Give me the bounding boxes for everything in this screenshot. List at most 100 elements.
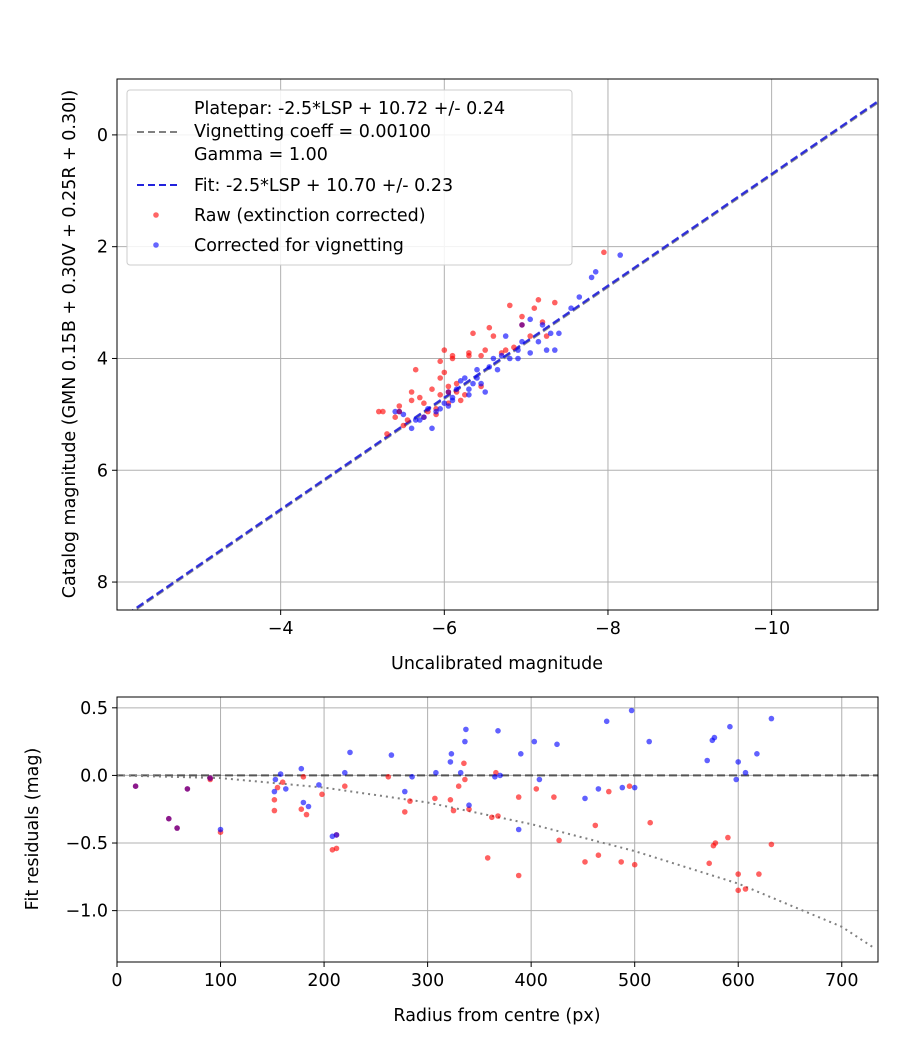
corrected-point	[462, 738, 468, 745]
corrected-point	[437, 406, 444, 412]
bottom-x-axis-label: Radius from centre (px)	[393, 1006, 600, 1026]
corrected-point	[449, 394, 456, 401]
raw-point	[300, 774, 307, 780]
corrected-point	[531, 738, 538, 745]
raw-point	[437, 392, 444, 398]
legend-corrected-label: Corrected for vignetting	[194, 236, 404, 256]
raw-point	[385, 774, 392, 780]
raw-point	[447, 797, 454, 803]
raw-point	[507, 302, 513, 309]
raw-point	[478, 352, 484, 359]
x-tick-label: 0	[111, 971, 122, 991]
raw-point	[535, 297, 542, 303]
corrected-point	[592, 269, 599, 275]
legend-raw-marker	[153, 212, 159, 218]
corrected-point	[457, 769, 464, 776]
corrected-point	[272, 776, 279, 783]
raw-point	[735, 887, 741, 894]
raw-point	[271, 807, 278, 814]
raw-point	[457, 397, 464, 404]
raw-point	[595, 852, 602, 858]
y-tick-label: 8	[97, 573, 108, 593]
raw-point	[404, 417, 411, 423]
raw-point	[417, 394, 423, 401]
corrected-point	[595, 786, 602, 792]
corrected-point	[347, 749, 353, 756]
corrected-point	[342, 769, 348, 776]
raw-point	[556, 837, 562, 844]
corrected-point	[433, 408, 439, 415]
corrected-point	[735, 759, 741, 765]
raw-point	[482, 347, 489, 353]
corrected-point	[536, 776, 543, 783]
corrected-point	[316, 782, 322, 788]
bottom-grid	[116, 697, 878, 962]
corrected-point	[515, 347, 521, 353]
raw-point	[441, 347, 448, 353]
top-plot-frame	[116, 78, 879, 611]
raw-point	[531, 305, 538, 312]
corrected-point	[519, 338, 525, 345]
raw-point	[408, 389, 415, 395]
raw-point	[519, 313, 525, 320]
x-tick-label: 700	[825, 971, 858, 991]
corrected-point	[727, 723, 733, 730]
corrected-point	[457, 378, 464, 384]
corrected-point	[742, 769, 749, 776]
corrected-point	[474, 366, 480, 373]
corrected-point	[502, 333, 509, 339]
raw-point	[735, 871, 741, 877]
corrected-point	[518, 751, 524, 757]
corrected-point	[333, 832, 340, 838]
corrected-point	[447, 759, 454, 765]
raw-point	[631, 861, 638, 868]
overlap-point	[184, 786, 191, 792]
corrected-point	[388, 752, 395, 758]
raw-point	[271, 797, 278, 803]
top-legend: Platepar: -2.5*LSP + 10.72 +/- 0.24 Vign…	[126, 89, 573, 266]
raw-point	[392, 414, 399, 421]
x-tick-label: 100	[204, 971, 237, 991]
corrected-point	[495, 728, 501, 734]
vignetting-curve	[117, 774, 874, 948]
raw-point	[489, 814, 495, 821]
raw-point	[768, 841, 775, 848]
raw-point	[396, 403, 403, 409]
raw-point	[706, 860, 712, 867]
legend-corrected-marker	[153, 242, 159, 248]
bottom-axis-ticks: 0 100 200 300 400 500 600 700 0.5 0.0 −0.5 −1.0	[66, 699, 859, 991]
corrected-point	[704, 757, 710, 764]
corrected-point	[478, 380, 484, 387]
raw-point	[533, 786, 540, 792]
corrected-point	[409, 774, 415, 780]
overlap-point	[207, 775, 213, 781]
overlap-point	[396, 408, 403, 415]
corrected-point	[298, 765, 305, 772]
corrected-point	[217, 826, 224, 833]
corrected-point	[498, 352, 505, 359]
bottom-scatter-points	[132, 707, 775, 894]
raw-point	[437, 375, 444, 381]
raw-point	[432, 795, 438, 802]
raw-point	[552, 299, 558, 306]
corrected-point	[421, 414, 427, 421]
top-scatter-points	[376, 249, 623, 437]
raw-point	[333, 845, 340, 852]
raw-point	[461, 760, 467, 767]
bottom-plot-frame	[116, 696, 879, 963]
corrected-point	[490, 355, 497, 362]
bottom-reference-lines	[117, 774, 878, 948]
y-tick-label: 4	[97, 349, 108, 369]
corrected-point	[392, 408, 399, 415]
raw-point	[606, 788, 612, 795]
overlap-point	[132, 783, 139, 789]
corrected-point	[515, 826, 522, 833]
corrected-point	[646, 738, 652, 745]
raw-point	[712, 840, 719, 846]
corrected-point	[283, 786, 289, 792]
corrected-point	[412, 417, 419, 423]
raw-point	[408, 397, 415, 404]
corrected-point	[271, 788, 278, 795]
raw-point	[407, 798, 413, 804]
raw-point	[647, 819, 653, 826]
